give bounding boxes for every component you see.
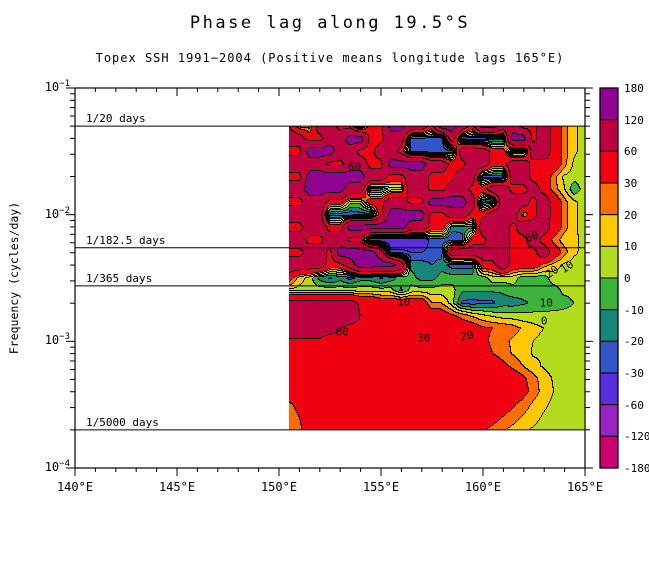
y-tick-label: 10−1	[22, 79, 70, 94]
y-tick-label: 10−3	[22, 332, 70, 347]
colorbar-tick-label: 10	[624, 240, 638, 254]
y-tick-base: 10	[44, 333, 60, 348]
x-tick-label: 165°E	[566, 480, 604, 494]
y-tick-label: 10−4	[22, 459, 70, 474]
contour-label: 60	[335, 325, 349, 339]
colorbar-tick-label: -10	[624, 303, 644, 317]
y-tick-exponent: −4	[59, 459, 70, 469]
contour-field	[289, 126, 585, 430]
colorbar-band	[599, 119, 619, 152]
colorbar-tick-label: 120	[624, 113, 644, 127]
x-tick-label: 155°E	[362, 480, 400, 494]
chart-subtitle: Topex SSH 1991−2004 (Positive means long…	[95, 51, 565, 65]
y-tick-base: 10	[44, 206, 60, 221]
contour-label: 0	[540, 314, 548, 328]
colorbar-border	[599, 87, 619, 469]
colorbar-band	[599, 245, 619, 279]
contour-label: 20	[459, 328, 475, 344]
y-tick-exponent: −3	[59, 332, 70, 343]
contour-label: 30	[417, 331, 431, 345]
contour-label: 10	[539, 296, 553, 310]
colorbar-tick-label: 0	[624, 272, 631, 285]
colorbar-tick-label: -120	[624, 430, 649, 444]
x-tick-label: 160°E	[464, 480, 502, 494]
y-tick-label: 10−2	[22, 206, 70, 221]
colorbar-tick-label: -30	[624, 367, 644, 380]
reference-line-label: 1/20 days	[86, 112, 146, 126]
x-tick-label: 145°E	[158, 480, 196, 494]
colorbar-band	[599, 87, 619, 121]
contour-label: 10	[396, 295, 411, 309]
colorbar-tick-label: 30	[624, 177, 638, 190]
y-tick-base: 10	[44, 80, 60, 94]
y-tick-base: 10	[44, 460, 60, 474]
y-tick-exponent: −1	[59, 79, 70, 89]
y-tick-exponent: −2	[59, 205, 70, 216]
colorbar-band	[599, 214, 619, 247]
reference-line-label: 1/365 days	[86, 271, 153, 285]
contour-label: 60	[347, 160, 362, 174]
colorbar-band	[599, 340, 619, 374]
reference-line-label: 1/182.5 days	[86, 233, 166, 247]
colorbar-band	[599, 372, 619, 406]
plot-border	[74, 87, 586, 469]
reference-line-label: 1/5000 days	[86, 415, 159, 429]
colorbar-band	[599, 309, 619, 342]
chart-title: Phase lag along 19.5°S	[189, 13, 471, 33]
colorbar-band	[599, 150, 619, 184]
colorbar-band	[599, 182, 619, 216]
colorbar-tick-label: 180	[624, 82, 644, 95]
colorbar-band	[599, 277, 619, 311]
colorbar-band	[599, 404, 619, 437]
x-tick-label: 140°E	[56, 480, 94, 494]
x-tick-label: 150°E	[260, 480, 298, 494]
colorbar-tick-label: 20	[624, 208, 638, 222]
colorbar-tick-label: 60	[624, 145, 638, 159]
colorbar-band	[599, 435, 619, 469]
colorbar-tick-label: -180	[624, 462, 649, 475]
colorbar-tick-label: -20	[624, 335, 644, 349]
colorbar-tick-label: -60	[624, 398, 644, 412]
